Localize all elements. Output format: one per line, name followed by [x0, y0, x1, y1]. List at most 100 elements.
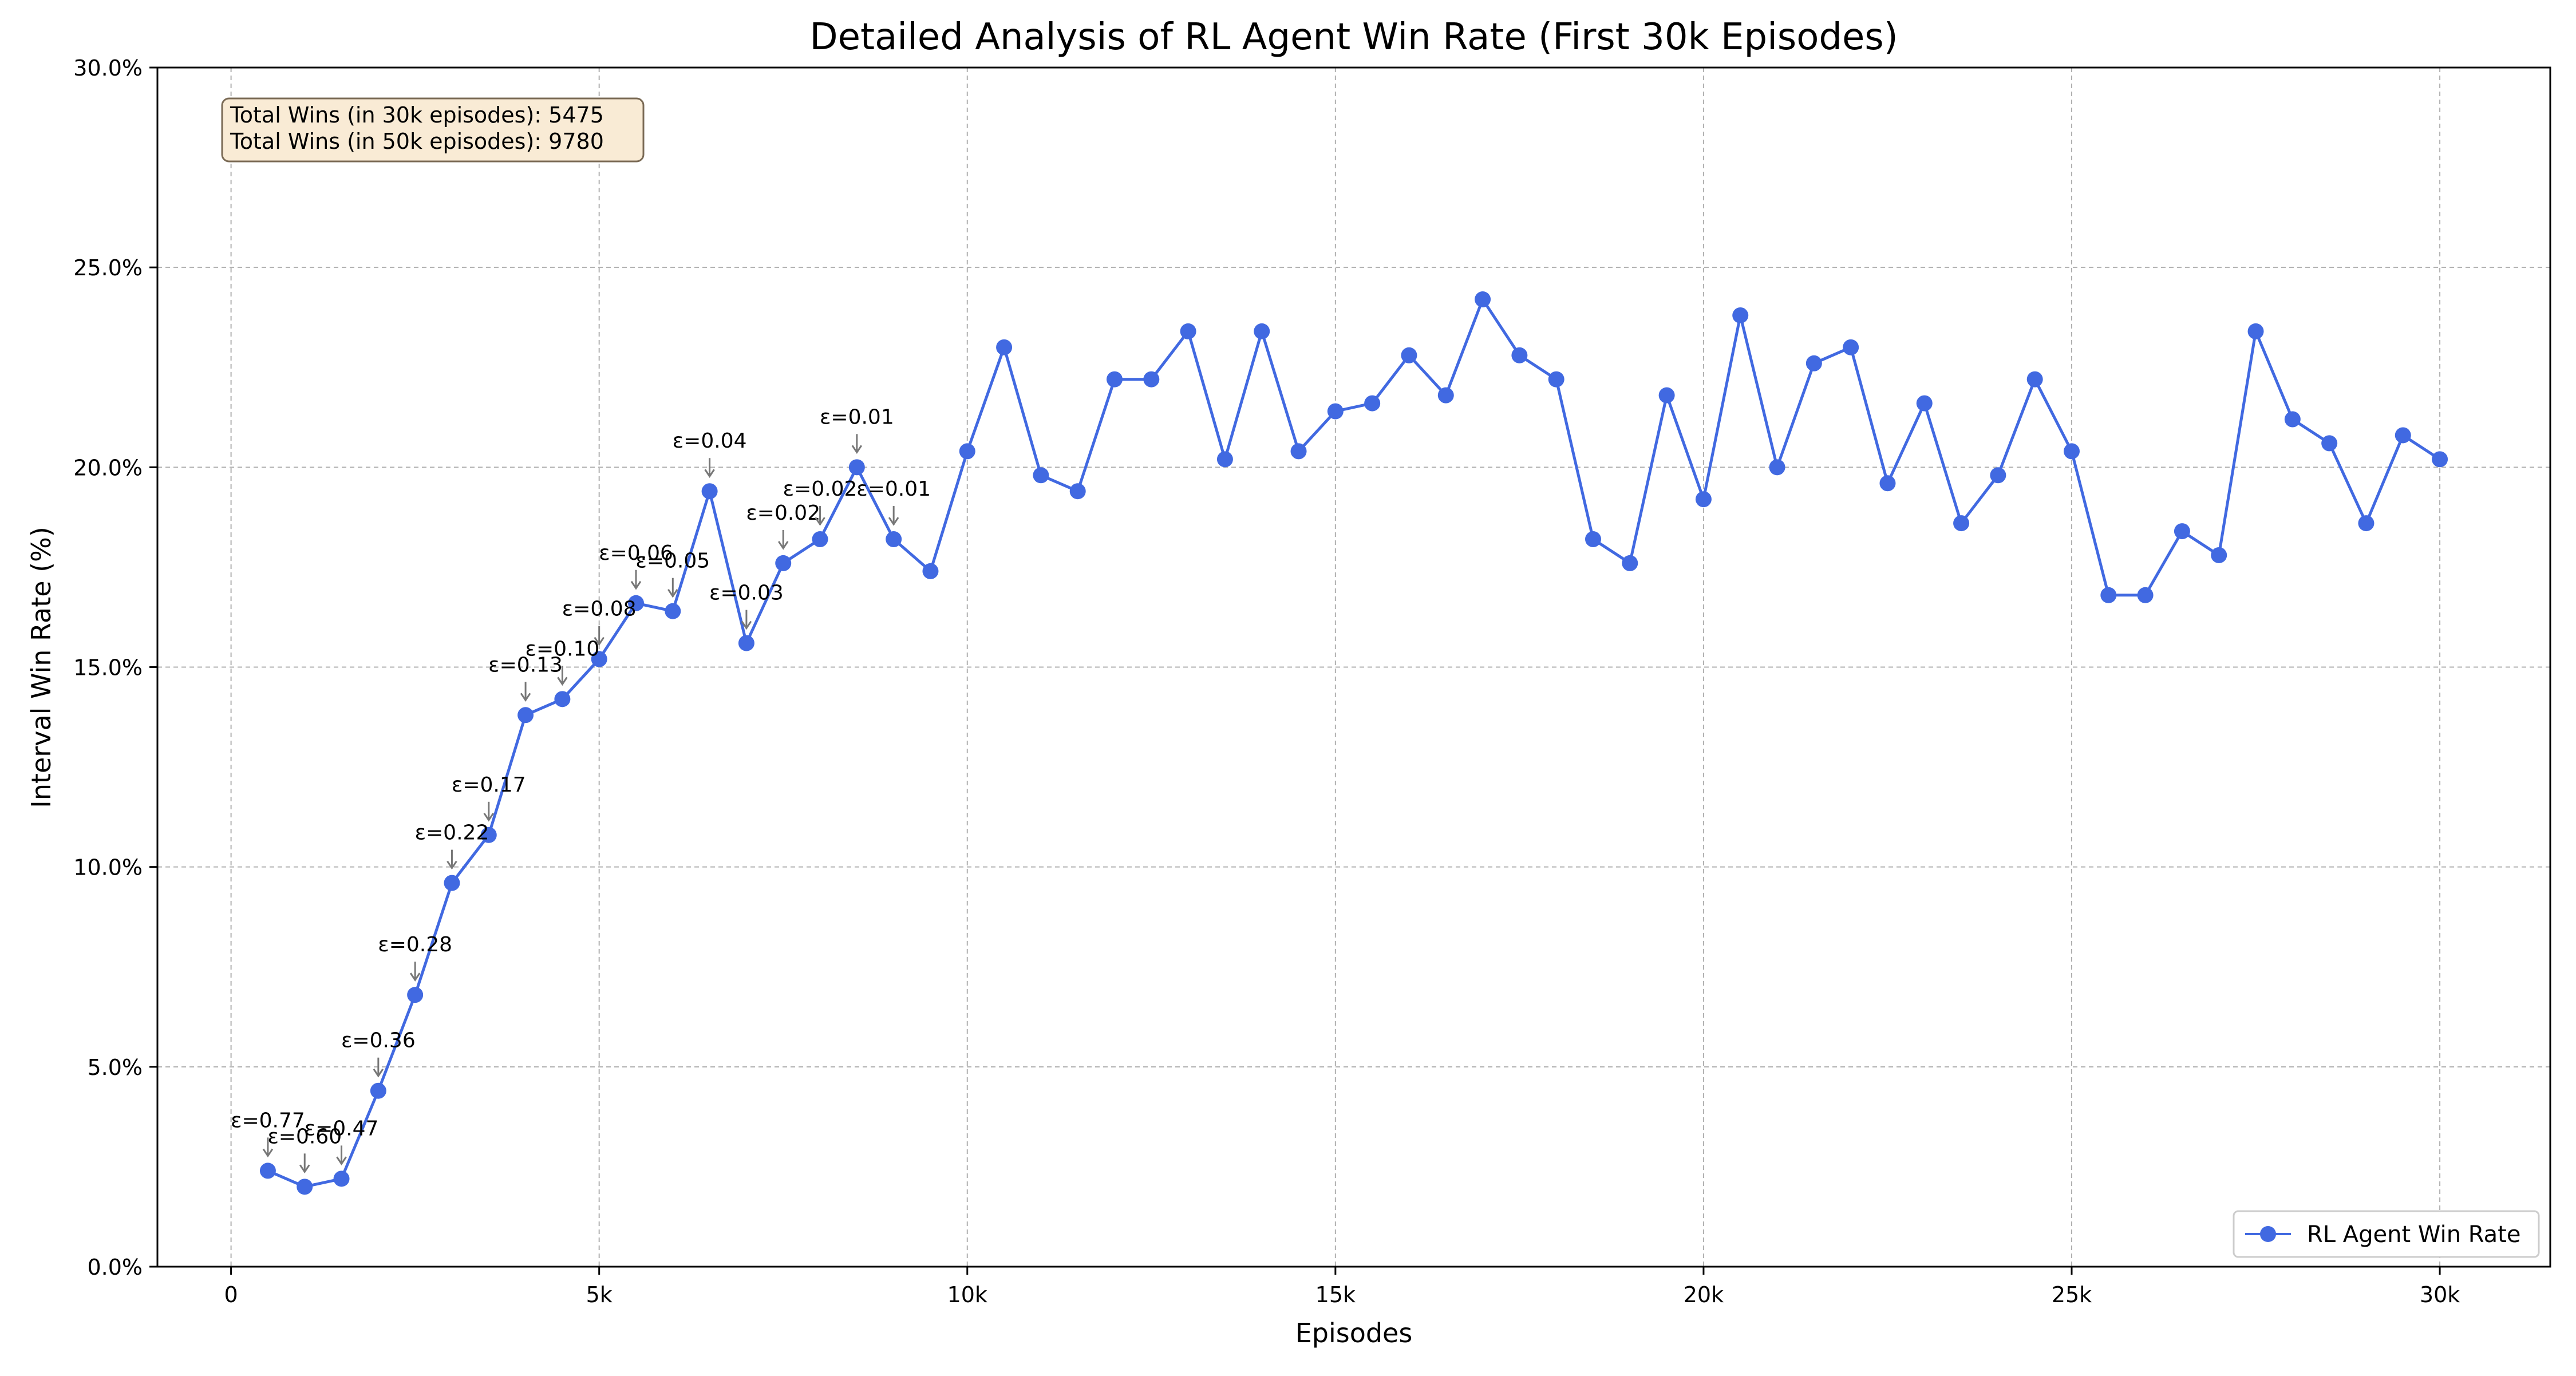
- annotation-arrow-head: [851, 445, 863, 454]
- annotation-label: ε=0.17: [452, 773, 526, 797]
- y-tick-label: 30.0%: [73, 56, 143, 81]
- legend-marker-swatch: [2260, 1226, 2276, 1242]
- data-point: [333, 1171, 350, 1187]
- annotation-arrow-head: [262, 1148, 274, 1158]
- annotation-arrow-head: [483, 812, 495, 822]
- data-point: [1658, 387, 1675, 404]
- data-point: [2321, 435, 2338, 452]
- chart-title: Detailed Analysis of RL Agent Win Rate (…: [809, 16, 1898, 58]
- annotation-arrow-head: [777, 541, 789, 550]
- data-point: [2137, 587, 2154, 603]
- data-point: [1769, 459, 1785, 476]
- annotation-label: ε=0.03: [709, 582, 784, 605]
- data-point: [2211, 547, 2227, 563]
- annotation-label: ε=0.01: [820, 405, 894, 429]
- data-point: [1180, 323, 1196, 339]
- y-tick-label: 20.0%: [73, 455, 143, 480]
- y-tick-label: 15.0%: [73, 655, 143, 681]
- data-point: [480, 827, 497, 843]
- annotation-label: ε=0.05: [635, 549, 710, 573]
- annotation-label: ε=0.13: [488, 653, 563, 677]
- annotation-arrow-head: [594, 636, 605, 646]
- annotation-arrow-head: [373, 1068, 384, 1078]
- data-point: [1622, 555, 1638, 571]
- data-point: [407, 987, 424, 1003]
- x-tick-label: 20k: [1684, 1282, 1724, 1307]
- info-box-line-1: Total Wins (in 30k episodes): 5475: [230, 102, 604, 128]
- x-tick-label: 30k: [2420, 1282, 2460, 1307]
- legend-label: RL Agent Win Rate: [2307, 1221, 2520, 1248]
- data-point: [1548, 371, 1564, 388]
- data-point: [1879, 475, 1896, 492]
- data-point: [1401, 347, 1417, 363]
- y-tick-label: 5.0%: [87, 1055, 143, 1080]
- data-point: [1953, 515, 1970, 532]
- info-box: Total Wins (in 30k episodes): 5475 Total…: [221, 97, 645, 163]
- legend: RL Agent Win Rate: [2233, 1210, 2540, 1258]
- axes-layer: 0 5k 10k 15k 20k 25k 30k 0.0% 5.0% 10.0% 15.0% 20.0…: [73, 56, 2551, 1307]
- data-point: [738, 635, 754, 651]
- data-point: [1254, 323, 1270, 339]
- data-point: [1107, 371, 1123, 388]
- data-point: [1843, 339, 1859, 355]
- y-tick-label: 10.0%: [73, 855, 143, 880]
- x-axis-label: Episodes: [1295, 1318, 1413, 1349]
- annotation-label: ε=0.36: [341, 1029, 416, 1053]
- x-tick-label: 25k: [2052, 1282, 2092, 1307]
- series-layer: [259, 291, 2448, 1195]
- data-point: [1033, 467, 1049, 484]
- x-tick-label: 0: [224, 1282, 238, 1307]
- annotation-arrow-head: [447, 860, 457, 870]
- annotation-arrow-head: [409, 972, 421, 982]
- annotation-arrow-head: [815, 517, 825, 526]
- data-point: [1290, 443, 1307, 460]
- x-tick-label: 15k: [1315, 1282, 1356, 1307]
- data-point: [2100, 587, 2117, 603]
- data-point: [1990, 467, 2006, 484]
- annotation-label: ε=0.01: [856, 477, 931, 501]
- annotation-arrow-head: [520, 693, 531, 702]
- data-point: [2432, 451, 2448, 468]
- annotation-arrow-head: [299, 1164, 310, 1174]
- data-point: [297, 1179, 313, 1195]
- annotation-label: ε=0.22: [415, 821, 489, 845]
- data-point: [2395, 427, 2411, 444]
- y-axis-label: Interval Win Rate (%): [26, 527, 57, 808]
- data-point: [701, 483, 718, 500]
- data-point: [1143, 371, 1160, 388]
- annotation-arrow-head: [667, 588, 678, 598]
- data-point: [665, 603, 681, 619]
- annotation-label: ε=0.04: [673, 429, 747, 453]
- data-point: [628, 595, 644, 611]
- data-point: [886, 531, 902, 548]
- data-point: [1585, 531, 1601, 548]
- data-point: [259, 1163, 276, 1179]
- annotation-label: ε=0.10: [525, 637, 599, 661]
- annotation-label: ε=0.02: [783, 477, 858, 501]
- annotation-label: ε=0.06: [599, 541, 673, 565]
- data-point: [922, 563, 939, 579]
- data-point: [2284, 411, 2301, 428]
- data-point: [1364, 395, 1381, 412]
- data-point: [1695, 491, 1712, 508]
- data-point: [996, 339, 1013, 355]
- annotation-label: ε=0.60: [267, 1125, 342, 1148]
- data-point: [1069, 483, 1086, 500]
- info-box-frame: [221, 97, 645, 163]
- x-tick-label: 10k: [947, 1282, 987, 1307]
- annotation-label: ε=0.02: [746, 501, 820, 525]
- data-point: [2174, 523, 2190, 540]
- data-point: [1805, 355, 1822, 371]
- data-point: [1437, 387, 1454, 404]
- data-point: [959, 443, 975, 460]
- data-point: [591, 651, 607, 667]
- data-point: [775, 555, 792, 571]
- data-point: [1216, 451, 1233, 468]
- info-box-line-2: Total Wins (in 50k episodes): 9780: [230, 129, 604, 154]
- annotation-arrow-head: [888, 517, 899, 526]
- annotation-arrow-head: [630, 580, 642, 590]
- data-point: [444, 875, 460, 891]
- annotation-arrow-head: [741, 620, 752, 630]
